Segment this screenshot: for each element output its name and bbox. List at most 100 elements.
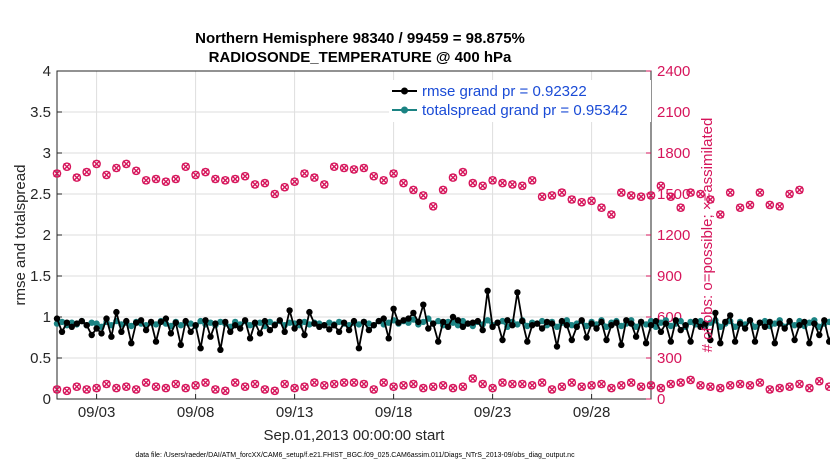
rmse-point [192,322,199,329]
obs-assimilated-point [399,179,408,187]
obs-possible-point [329,162,339,171]
chart-subtitle: RADIOSONDE_TEMPERATURE @ 400 hPa [209,49,512,66]
obs-assimilated-point [370,172,378,180]
obs-rejected-assimilated-point [102,380,111,388]
obs-rejected-assimilated-point [261,385,269,394]
obs-rejected-assimilated-point [587,381,596,389]
totalspread-point [152,321,160,328]
rmse-point [177,341,184,349]
series-obs-rejected [52,374,830,396]
obs-possible-point [557,188,567,197]
obs-assimilated-point [340,164,348,172]
obs-rejected-point [319,380,329,390]
obs-rejected-point [656,383,666,393]
obs-rejected-point [557,382,567,392]
obs-rejected-assimilated-point [350,378,358,387]
obs-possible-point [112,163,121,173]
obs-possible-point [498,178,507,188]
rmse-point [365,326,373,334]
rmse-point [702,320,709,327]
obs-assimilated-point [261,179,269,187]
rmse-point [405,315,412,322]
rmse-point [756,319,764,326]
rmse-point [162,315,170,322]
rmse-point [741,325,749,332]
data-file-footnote: data file: /Users/raeder/DAI/ATM_forcXX/… [135,452,575,459]
totalspread-point [761,317,769,325]
obs-rejected-point [211,385,220,394]
rmse-point [677,326,684,334]
totalspread-point [207,319,214,326]
series-obs-rejected-assimilated [53,374,830,395]
obs-assimilated-point [469,179,477,187]
obs-rejected-point [82,385,91,394]
obs-rejected-point [310,378,319,387]
y-left-tick-label: 2.5 [30,186,51,203]
obs-rejected-assimilated-point [191,381,200,389]
obs-possible-point [735,203,745,212]
rmse-point [63,319,71,326]
rmse-point [771,340,778,347]
obs-assimilated-point [558,188,566,197]
obs-rejected-point [488,383,497,393]
obs-possible-point [716,210,725,219]
obs-possible-point [597,203,606,212]
obs-possible-point [52,169,62,178]
obs-assimilated-point [172,175,180,183]
obs-rejected-point [706,382,715,392]
totalspread-point [88,319,95,326]
obs-rejected-assimilated-point [112,384,121,392]
rmse-point [637,318,645,326]
obs-rejected-point [607,383,616,393]
obs-rejected-assimilated-point [459,383,467,391]
obs-possible-point [240,171,250,181]
rmse-point [717,340,724,347]
rmse-point [524,338,531,345]
obs-assimilated-point [498,179,507,187]
rmse-point [227,328,234,335]
rmse-point [692,317,699,325]
obs-rejected-point [240,382,250,392]
obs-possible-point [725,188,735,197]
rmse-point [697,323,704,330]
obs-rejected-point [191,380,200,390]
obs-possible-point [250,180,260,189]
obs-rejected-assimilated-point [73,383,81,391]
obs-assimilated-point [696,190,705,198]
obs-assimilated-point [597,204,606,212]
obs-possible-point [339,163,349,173]
obs-possible-point [478,181,488,191]
obs-possible-point [508,180,517,189]
obs-rejected-point [141,378,151,387]
rmse-point [786,317,793,325]
y-right-tick-label: 1800 [657,145,690,162]
obs-rejected-assimilated-point [251,380,259,388]
obs-rejected-point [448,383,458,393]
rmse-point [222,318,229,326]
obs-possible-point [379,175,389,185]
series-layer [52,159,830,396]
obs-assimilated-point [251,180,259,189]
obs-assimilated-point [112,164,121,172]
obs-rejected-point [478,379,488,389]
y-left-tick-label: 0 [43,391,51,408]
obs-rejected-assimilated-point [241,383,249,391]
obs-rejected-point [112,383,121,393]
obs-assimilated-point [281,183,289,191]
obs-rejected-point [805,383,814,393]
rmse-point [781,325,788,332]
obs-rejected-assimilated-point [152,383,160,391]
obs-assimilated-point [528,176,536,184]
obs-assimilated-point [766,201,774,209]
rmse-point [667,338,674,345]
totalspread-point [514,321,521,328]
rmse-point [444,323,452,330]
obs-assimilated-point [667,193,675,201]
totalspread-point [58,318,66,326]
obs-rejected-point [220,386,230,396]
rmse-point [558,317,566,325]
obs-assimilated-point [726,188,734,197]
obs-possible-point [220,175,230,185]
obs-rejected-point [389,382,398,392]
